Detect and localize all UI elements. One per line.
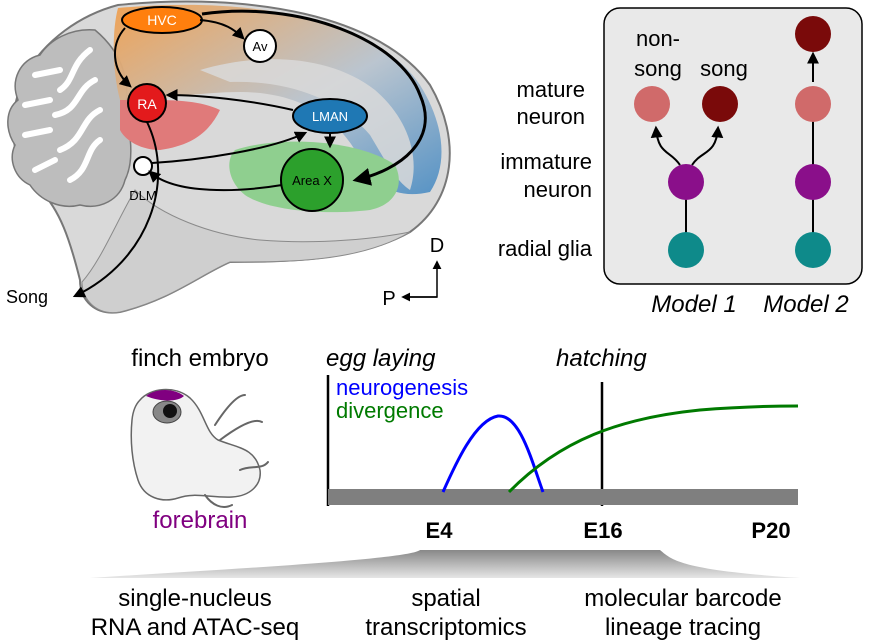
method-2-line-1: spatial <box>411 585 480 612</box>
model-2-radial-glia <box>795 232 831 268</box>
tick-e4: E4 <box>426 518 454 543</box>
methods-shelf <box>90 550 800 578</box>
egg-laying-label: egg laying <box>326 345 436 372</box>
non-song-label-2: song <box>634 56 682 81</box>
tick-p20: P20 <box>751 518 790 543</box>
divergence-curve <box>507 404 799 494</box>
song-label: song <box>700 56 748 81</box>
method-1-line-2: RNA and ATAC-seq <box>91 614 300 641</box>
forebrain-highlight <box>146 390 184 401</box>
forebrain-label: forebrain <box>153 507 248 534</box>
model-1-song-neuron <box>702 86 738 122</box>
model-2-immature-neuron <box>795 164 831 200</box>
brain-diagram: HVC Av RA LMAN Area X DLM Song D P <box>6 0 451 314</box>
orientation-axes <box>401 260 442 302</box>
methods-section: single-nucleus RNA and ATAC-seq spatial … <box>90 550 800 641</box>
method-1-line-1: single-nucleus <box>118 585 271 612</box>
lineage-models-panel: non- song song mature neuron immature ne… <box>498 7 863 318</box>
midbrain-region <box>81 189 411 314</box>
immature-label-2: neuron <box>523 177 592 202</box>
area-x-label: Area X <box>292 173 332 188</box>
embryo-body <box>130 388 261 501</box>
non-song-label-1: non- <box>636 26 680 51</box>
immature-label-1: immature <box>500 149 592 174</box>
models-box <box>603 7 863 285</box>
model-1-tree <box>634 86 738 268</box>
model-1-radial-glia <box>668 232 704 268</box>
radial-glia-label: radial glia <box>498 236 593 261</box>
model-2-song-neuron <box>795 16 831 52</box>
inner-band <box>200 59 414 190</box>
dlm-label: DLM <box>129 188 156 203</box>
neurogenesis-curve <box>441 414 545 493</box>
divergence-label: divergence <box>336 398 444 423</box>
dorsal-label: D <box>430 235 444 257</box>
song-output-label: Song <box>6 287 48 307</box>
mature-label-2: neuron <box>516 104 585 129</box>
pallium-region <box>113 4 442 195</box>
model-2-tree <box>795 16 831 268</box>
neurogenesis-label: neurogenesis <box>336 375 468 400</box>
development-timeline: egg laying hatching neurogenesis diverge… <box>326 345 799 543</box>
embryo-title: finch embryo <box>131 345 268 372</box>
timeline-bar <box>328 489 798 505</box>
method-3-line-1: molecular barcode <box>584 585 781 612</box>
dlm-nucleus <box>133 156 153 176</box>
ra-label: RA <box>137 96 157 112</box>
mature-label-1: mature <box>517 77 585 102</box>
posterior-label: P <box>382 288 395 310</box>
model-2-non-song-neuron <box>795 86 831 122</box>
tick-e16: E16 <box>583 518 622 543</box>
model-1-immature-neuron <box>668 164 704 200</box>
model-2-label: Model 2 <box>763 291 848 318</box>
model-1-label: Model 1 <box>651 291 736 318</box>
embryo-limbs <box>204 394 269 508</box>
hvc-label: HVC <box>147 12 177 28</box>
finch-embryo: finch embryo forebrain <box>130 345 269 534</box>
model-1-non-song-neuron <box>634 86 670 122</box>
area-x-nucleus <box>280 148 344 212</box>
method-3-line-2: lineage tracing <box>605 614 761 641</box>
av-label: Av <box>253 39 268 54</box>
cerebellum-folia <box>22 47 103 183</box>
embryo-pupil <box>163 404 177 418</box>
circuit-arrows <box>72 9 427 298</box>
hatching-label: hatching <box>556 345 647 372</box>
av-nucleus <box>243 29 277 63</box>
lman-label: LMAN <box>312 109 348 124</box>
lman-nucleus <box>292 98 368 134</box>
method-2-line-2: transcriptomics <box>365 614 526 641</box>
